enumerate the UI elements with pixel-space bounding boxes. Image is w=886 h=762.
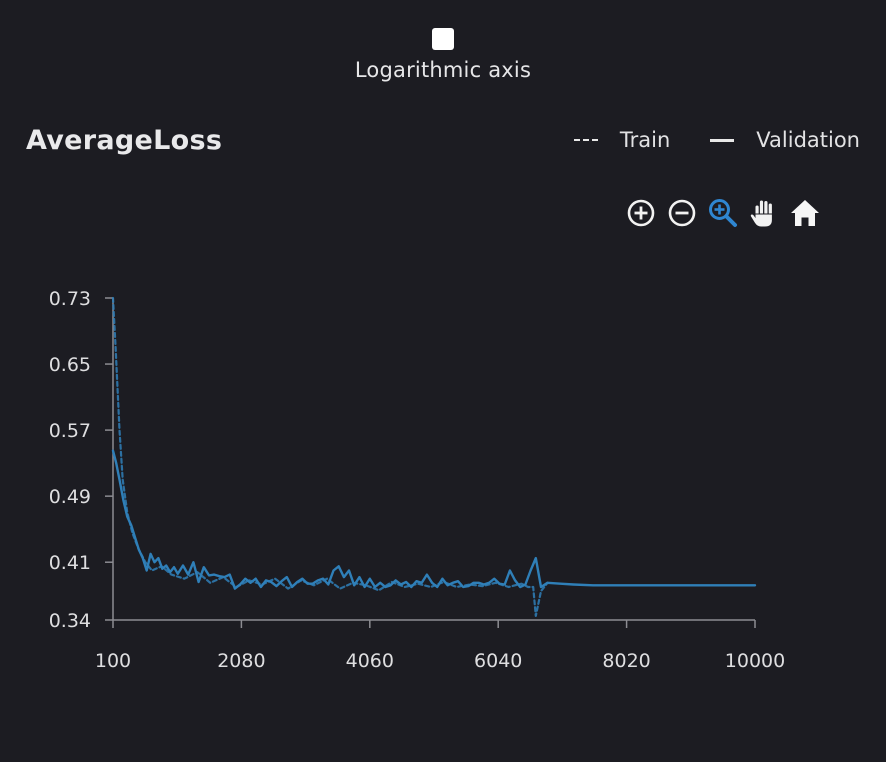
zoom-out-icon [668,199,696,227]
x-tick-label: 10000 [725,650,785,672]
zoom-out-button[interactable] [665,196,699,230]
box-zoom-button[interactable] [706,196,740,230]
y-tick-label: 0.57 [49,420,91,442]
y-tick-label: 0.34 [49,610,91,632]
legend-item-validation[interactable]: Validation [710,128,860,152]
chart-series [111,296,757,618]
legend-label-validation: Validation [756,128,860,152]
home-icon [791,200,819,226]
y-tick-label: 0.73 [49,288,91,310]
legend-item-train[interactable]: Train [573,128,671,152]
x-tick-label: 6040 [474,650,522,672]
chart-axes: 100 2080 4060 6040 8020 10000 0.73 0.65 0.57 0.49… [49,288,786,672]
y-tick-label: 0.49 [49,486,91,508]
legend-swatch-solid [710,138,735,142]
legend-swatch-dashed [573,139,598,141]
box-zoom-icon [709,199,737,227]
legend-label-train: Train [619,128,671,152]
x-tick-label: 4060 [346,650,394,672]
zoom-in-button[interactable] [624,196,658,230]
chart-legend: Train Validation [534,128,860,152]
chart-toolbar [624,196,829,230]
chart-title: AverageLoss [26,125,223,156]
y-tick-label: 0.65 [49,354,91,376]
series-line-train [111,296,549,618]
x-tick-label: 100 [95,650,131,672]
log-axis-label: Logarithmic axis [354,58,532,82]
log-axis-toggle: Logarithmic axis [0,28,886,82]
x-tick-label: 8020 [602,650,650,672]
pan-hand-icon [749,199,773,228]
y-tick-label: 0.41 [49,552,91,574]
series-line-validation [111,449,757,590]
home-button[interactable] [788,196,822,230]
x-tick-label: 2080 [217,650,265,672]
pan-button[interactable] [747,196,781,230]
log-axis-checkbox[interactable] [432,28,454,50]
zoom-in-icon [627,199,655,227]
